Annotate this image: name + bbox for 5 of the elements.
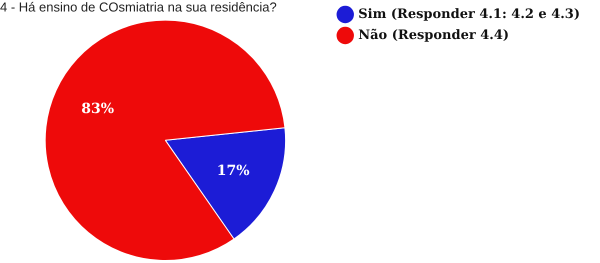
legend-label: Não (Responder 4.4) <box>358 28 510 43</box>
chart-title: 4 - Há ensino de COsmiatria na sua residência? <box>0 0 277 14</box>
data-label: 83% <box>81 100 114 117</box>
legend-label: Sim (Responder 4.1: 4.2 e 4.3) <box>358 6 580 22</box>
data-label: 17% <box>216 162 250 179</box>
